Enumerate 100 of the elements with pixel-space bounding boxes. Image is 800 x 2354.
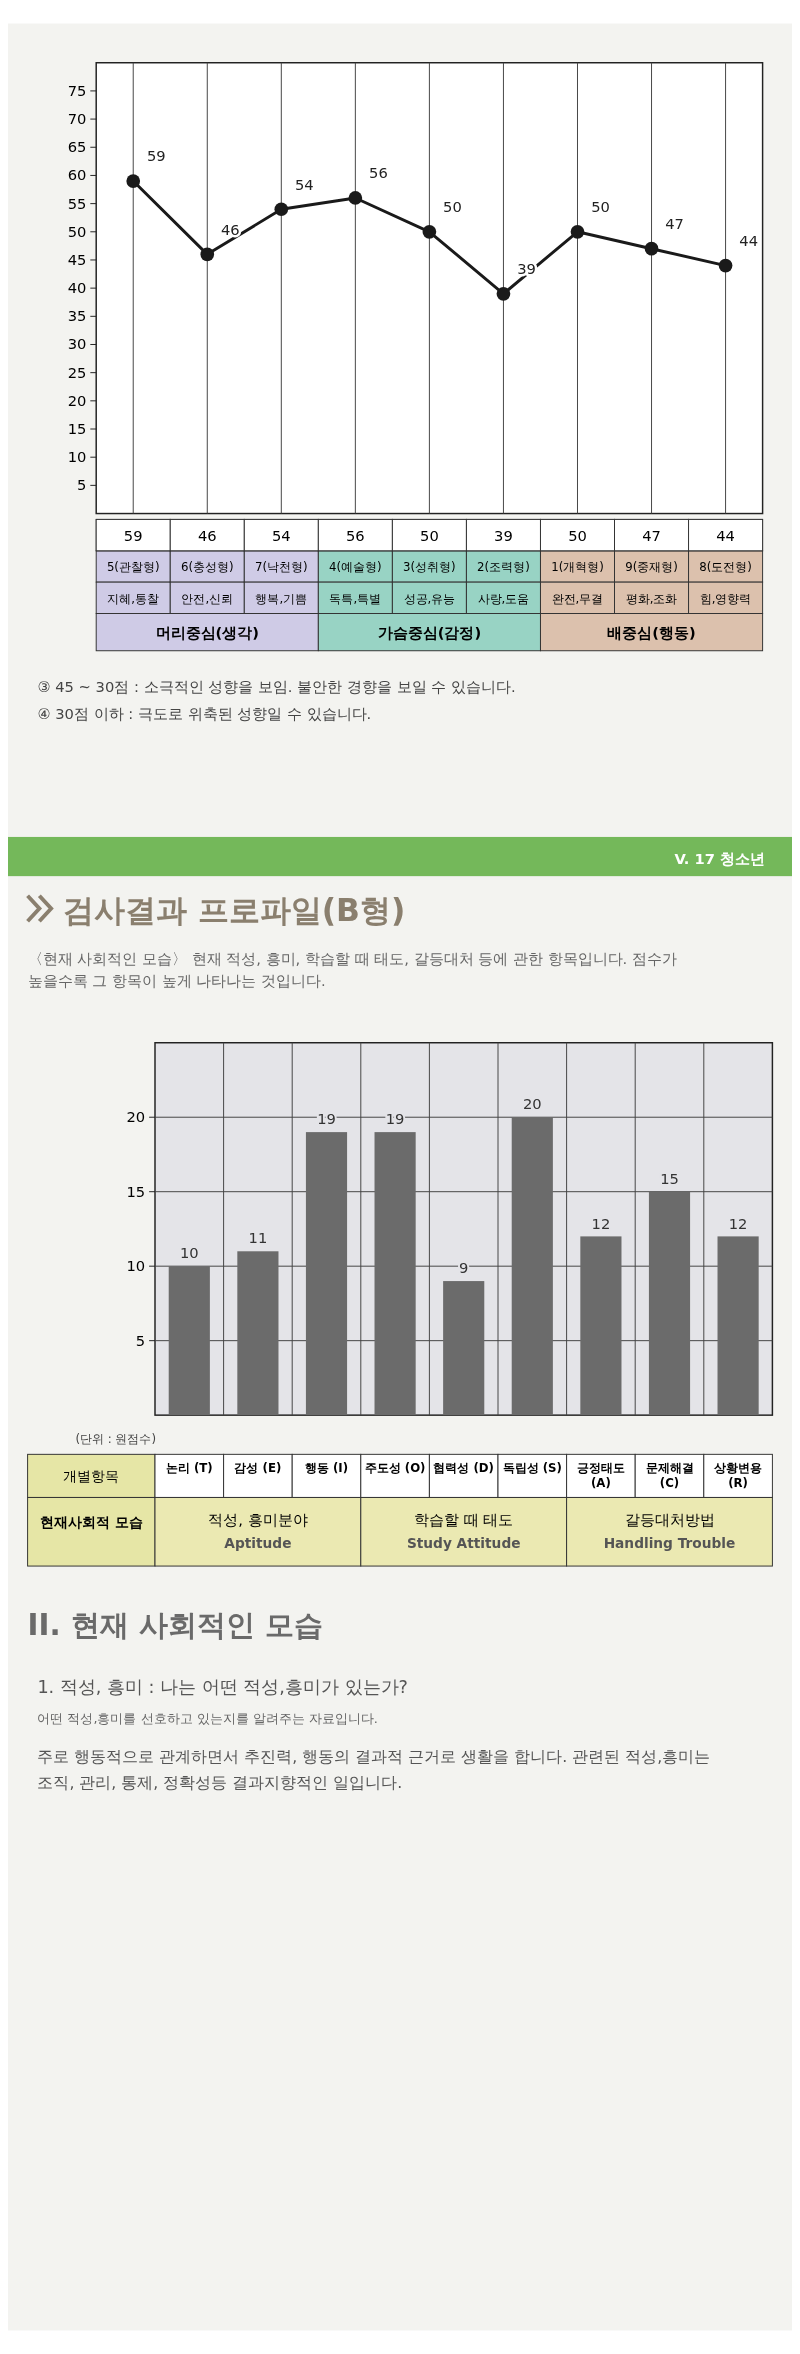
x-tick-label: 감성 (E) xyxy=(234,1460,282,1475)
x-tick-label: 9(중재형) xyxy=(625,560,678,575)
bar xyxy=(511,1117,553,1416)
text: 현재사회적 모습 xyxy=(39,1513,143,1530)
text: 적성, 흥미분야 xyxy=(208,1510,308,1528)
y-tick-label: 20 xyxy=(126,1108,146,1126)
annotation: 59 xyxy=(146,147,166,165)
x-tick-label: 긍정태도 (A) xyxy=(576,1460,625,1490)
text: 성공,유능 xyxy=(403,591,456,606)
text: Aptitude xyxy=(224,1535,292,1552)
x-tick-label: 6(충성형) xyxy=(180,560,234,575)
text: 조직, 관리, 통제, 정확성등 결과지향적인 일입니다. xyxy=(37,1772,403,1792)
text: 갈등대처방법 xyxy=(624,1510,715,1528)
text: 머리중심(생각) xyxy=(155,624,259,641)
x-tick-label: 4(예술형) xyxy=(329,560,382,575)
y-tick-label: 5 xyxy=(77,476,87,494)
y-tick-label: 30 xyxy=(67,335,87,353)
text: 안전,신뢰 xyxy=(181,591,234,606)
annotation: 47 xyxy=(665,215,684,233)
point xyxy=(422,224,437,239)
bar xyxy=(305,1132,348,1416)
bar xyxy=(374,1132,416,1416)
text: 가슴중심(감정) xyxy=(377,624,482,641)
data-label: 39 xyxy=(494,526,513,544)
x-tick-label: 행동 (I) xyxy=(304,1460,349,1475)
annotation: 50 xyxy=(591,198,610,216)
y-tick-label: 65 xyxy=(67,138,87,156)
data-label: 50 xyxy=(420,526,439,544)
data-label: 15 xyxy=(660,1169,679,1187)
text: 지혜,통찰 xyxy=(107,591,160,606)
x-tick-label: 5(관찰형) xyxy=(106,560,160,575)
text: 행복,기쁨 xyxy=(255,591,308,606)
y-tick-label: 25 xyxy=(67,363,87,381)
y-tick-label: 70 xyxy=(67,109,87,127)
y-tick-label: 15 xyxy=(126,1182,146,1200)
y-tick-label: 5 xyxy=(135,1331,146,1349)
data-label: 11 xyxy=(248,1229,268,1247)
x-tick-label: 주도성 (O) xyxy=(364,1460,426,1475)
bar xyxy=(580,1236,622,1416)
y-tick-label: 40 xyxy=(67,279,87,297)
point xyxy=(496,286,511,301)
text: 사랑,도움 xyxy=(477,591,530,606)
y-tick-label: 60 xyxy=(67,166,87,184)
x-tick-label: 1(개혁형) xyxy=(551,560,604,575)
y-tick-label: 20 xyxy=(67,391,87,409)
data-label: 59 xyxy=(123,526,143,544)
text: 어떤 적성,흥미를 선호하고 있는지를 알려주는 자료입니다. xyxy=(37,1710,378,1726)
x-tick-label: 논리 (T) xyxy=(165,1460,213,1475)
text: 힘,영향력 xyxy=(699,591,752,606)
point xyxy=(644,241,659,256)
x-tick-label: 7(낙천형) xyxy=(254,560,308,575)
bar xyxy=(717,1236,759,1416)
y-tick-label: 55 xyxy=(67,194,87,212)
chart-subtitle: 〈현재 사회적인 모습〉 현재 적성, 흥미, 학습할 때 태도, 갈등대처 등에 관한 항목입니다. 점수가 높을수록 그 항목이 높게 나타나는 것입니다. xyxy=(27,950,677,989)
text: ④ 30점 이하 : 극도로 위축된 성향일 수 있습니다. xyxy=(37,705,372,723)
point xyxy=(274,202,289,217)
data-label: 44 xyxy=(716,526,735,544)
data-label: 12 xyxy=(591,1214,611,1232)
x-tick-label: 상황변용 (R) xyxy=(713,1460,763,1490)
annotation: 50 xyxy=(443,198,462,216)
text: 학습할 때 태도 xyxy=(414,1510,514,1528)
point xyxy=(200,247,215,262)
bar xyxy=(168,1266,210,1416)
text: II. 현재 사회적인 모습 xyxy=(27,1607,324,1642)
y-tick-label: 15 xyxy=(67,419,87,437)
text: Study Attitude xyxy=(406,1535,521,1552)
y-axis-title: (단위 : 원점수) xyxy=(75,1431,157,1446)
bar xyxy=(237,1251,279,1416)
annotation: 39 xyxy=(517,260,536,278)
annotation: 46 xyxy=(220,220,240,238)
data-label: 46 xyxy=(197,526,217,544)
y-tick-label: 10 xyxy=(126,1257,146,1275)
point xyxy=(570,224,585,239)
point xyxy=(348,191,363,205)
bar xyxy=(443,1281,485,1416)
text: Handling Trouble xyxy=(603,1535,736,1552)
text: 완전,무결 xyxy=(551,591,604,606)
point xyxy=(718,258,733,273)
data-label: 54 xyxy=(271,526,291,544)
bar xyxy=(648,1191,691,1416)
text: V. 17 청소년 xyxy=(674,850,766,868)
y-tick-label: 50 xyxy=(67,222,87,240)
data-label: 12 xyxy=(728,1214,748,1232)
text: 개별항목 xyxy=(63,1467,120,1484)
text: 평화,조화 xyxy=(625,591,678,606)
text: 1. 적성, 흥미 : 나는 어떤 적성,흥미가 있는가? xyxy=(37,1677,408,1698)
x-tick-label: 문제해결 (C) xyxy=(645,1460,694,1490)
data-label: 20 xyxy=(522,1095,542,1113)
point xyxy=(126,174,141,188)
annotation: 54 xyxy=(295,175,314,193)
annotation: 44 xyxy=(739,232,758,249)
text: 독특,특별 xyxy=(329,591,382,606)
x-tick-label: 독립성 (S) xyxy=(502,1460,562,1475)
y-tick-label: 45 xyxy=(67,250,87,268)
data-label: 56 xyxy=(346,526,365,544)
text: 배중심(행동) xyxy=(607,624,696,641)
annotation: 56 xyxy=(369,164,388,182)
data-label: 10 xyxy=(179,1244,199,1262)
x-tick-label: 협력성 (D) xyxy=(433,1460,494,1475)
y-tick-label: 75 xyxy=(67,81,87,99)
